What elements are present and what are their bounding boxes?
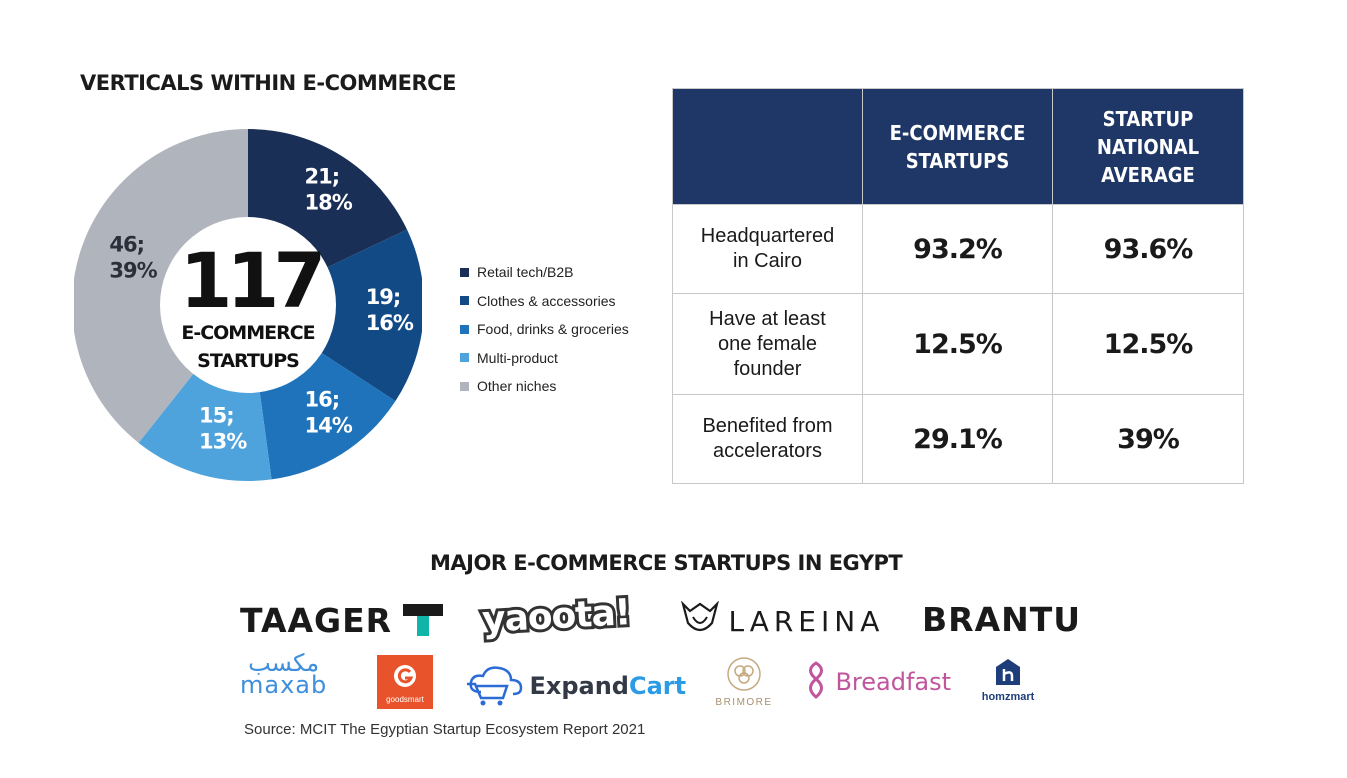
ecommerce-value: 29.1% [862,394,1053,484]
taager-wordmark: TAAGER [240,601,393,640]
legend-item: Other niches [460,372,629,401]
slice-value-label: 46; [109,233,144,257]
slice-value-label: 16; [305,388,340,412]
row-label: Have at least one female founder [672,293,863,395]
brantu-wordmark: BRANTU [922,600,1082,639]
legend-label: Other niches [477,378,557,395]
maxab-logo: مكسب maxab [240,651,327,697]
taager-logo: TAAGER [240,600,443,640]
slice-percent-label: 14% [305,414,353,438]
national-value: 93.6% [1052,204,1244,294]
center-label-line1: E-COMMERCE [181,322,314,344]
goodsmart-wordmark: goodsmart [386,695,424,704]
slice-percent-label: 16% [366,311,414,335]
expandcart-wordmark-a: Expand [529,672,629,700]
goodsmart-logo: goodsmart [377,655,433,709]
row-label-line: founder [733,357,802,380]
homzmart-logo: homzmart [973,657,1043,703]
yaoota-logo: yaoota! [478,589,634,644]
logos-section-title: MAJOR E-COMMERCE STARTUPS IN EGYPT [430,551,903,575]
legend-swatch [460,296,469,306]
row-label: Benefited from accelerators [672,394,863,484]
legend-label: Retail tech/B2B [477,264,574,281]
brimore-wordmark: BRIMORE [715,697,773,708]
table-header-row: E-COMMERCE STARTUPS STARTUP NATIONAL AVE… [672,88,1244,205]
header-ecommerce-line2: STARTUPS [905,148,1010,173]
national-value: 39% [1052,394,1244,484]
maxab-arabic-wordmark: مكسب [248,649,320,677]
legend-label: Clothes & accessories [477,292,616,309]
center-label-line2: STARTUPS [197,350,299,372]
row-label-line: Headquartered [700,225,835,247]
slice-percent-label: 13% [199,429,247,453]
comparison-table: E-COMMERCE STARTUPS STARTUP NATIONAL AVE… [672,88,1244,484]
ecommerce-value: 93.2% [862,204,1053,294]
donut-chart-title: VERTICALS WITHIN E-COMMERCE [80,71,456,95]
breadfast-logo: Breadfast [803,660,951,700]
breadfast-icon [809,661,823,699]
legend-swatch [460,267,469,277]
row-label: Headquartered in Cairo [672,204,863,294]
legend-swatch [460,324,469,334]
legend-swatch [460,353,469,363]
legend-item: Clothes & accessories [460,287,629,316]
homzmart-house-icon [996,659,1020,685]
legend-swatch [460,381,469,391]
header-national: STARTUP NATIONAL AVERAGE [1052,88,1244,205]
table-row: Headquartered in Cairo 93.2% 93.6% [672,204,1244,294]
homzmart-wordmark: homzmart [981,691,1035,703]
national-value: 12.5% [1052,293,1244,395]
header-national-line1: STARTUP NATIONAL [1096,106,1200,159]
legend-item: Retail tech/B2B [460,258,629,287]
table-row: Benefited from accelerators 29.1% 39% [672,394,1244,484]
slice-value-label: 21; [305,164,340,188]
legend-item: Multi-product [460,344,629,373]
lareina-wordmark: LAREINA [728,605,885,638]
header-empty-cell [672,88,863,205]
lareina-logo: LAREINA [680,600,885,639]
slice-value-label: 19; [366,285,401,309]
expandcart-logo: ExpandCart [465,664,686,706]
header-ecommerce-line1: E-COMMERCE [889,120,1026,145]
row-label-line: Have at least [709,307,826,330]
row-label-line: Benefited from [702,415,833,437]
donut-chart: 117 E-COMMERCE STARTUPS 21;18%19;16%16;1… [74,129,422,481]
cart-cloud-icon [467,666,523,706]
lareina-crest-icon [680,600,720,632]
header-ecommerce: E-COMMERCE STARTUPS [862,88,1053,205]
donut-slice [74,129,248,443]
brimore-logo: BRIMORE [712,656,776,708]
donut-hole [160,217,336,393]
legend-item: Food, drinks & groceries [460,315,629,344]
chart-legend: Retail tech/B2B Clothes & accessories Food… [460,258,629,401]
ecommerce-value: 12.5% [862,293,1053,395]
taager-mark-icon [402,604,443,636]
goodsmart-g-icon [394,665,416,687]
row-label-line: in Cairo [733,250,802,272]
expandcart-wordmark-b: Cart [628,672,687,700]
row-label-line: one female [718,332,817,355]
source-note: Source: MCIT The Egyptian Startup Ecosys… [244,721,646,738]
center-total: 117 [180,236,321,325]
table-row: Have at least one female founder 12.5% 1… [672,293,1244,395]
header-national-line2: AVERAGE [1101,162,1195,187]
legend-label: Food, drinks & groceries [477,321,629,338]
slice-percent-label: 18% [305,190,353,214]
brimore-emblem-icon [727,657,761,691]
maxab-wordmark: maxab [240,671,328,699]
slice-percent-label: 39% [109,259,157,283]
yaoota-wordmark: yaoota! [478,589,634,644]
legend-label: Multi-product [477,349,558,366]
breadfast-wordmark: Breadfast [835,668,952,696]
brantu-logo: BRANTU [922,600,1081,639]
slice-value-label: 15; [199,403,234,427]
row-label-line: accelerators [713,440,822,462]
